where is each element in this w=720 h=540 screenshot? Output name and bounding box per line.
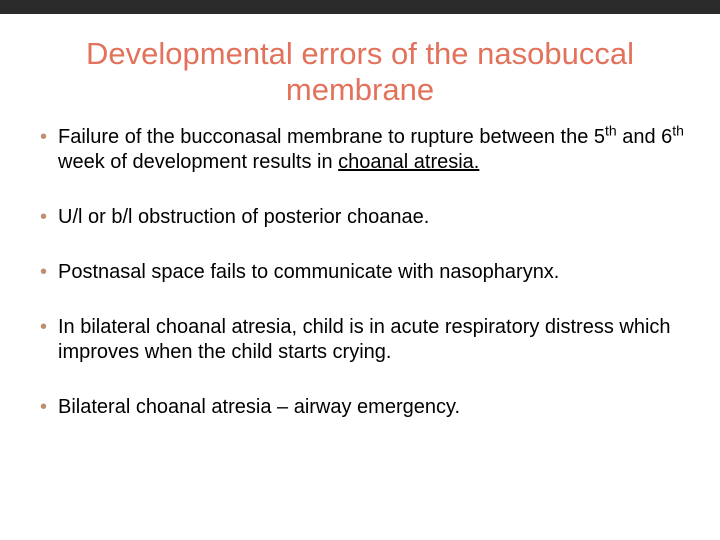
bullet-item: Postnasal space fails to communicate wit… (36, 260, 684, 285)
bullet-item: In bilateral choanal atresia, child is i… (36, 315, 684, 365)
slide: Developmental errors of the nasobuccal m… (0, 0, 720, 540)
slide-body: Failure of the bucconasal membrane to ru… (0, 125, 720, 420)
superscript-text: th (672, 123, 684, 139)
bullet-item: Bilateral choanal atresia – airway emerg… (36, 395, 684, 420)
bullet-item: Failure of the bucconasal membrane to ru… (36, 125, 684, 175)
bullet-item: U/l or b/l obstruction of posterior choa… (36, 205, 684, 230)
top-accent-bar (0, 0, 720, 14)
bullet-list: Failure of the bucconasal membrane to ru… (36, 125, 684, 420)
underlined-text: choanal atresia. (338, 151, 479, 173)
superscript-text: th (605, 123, 617, 139)
slide-title: Developmental errors of the nasobuccal m… (50, 36, 670, 107)
